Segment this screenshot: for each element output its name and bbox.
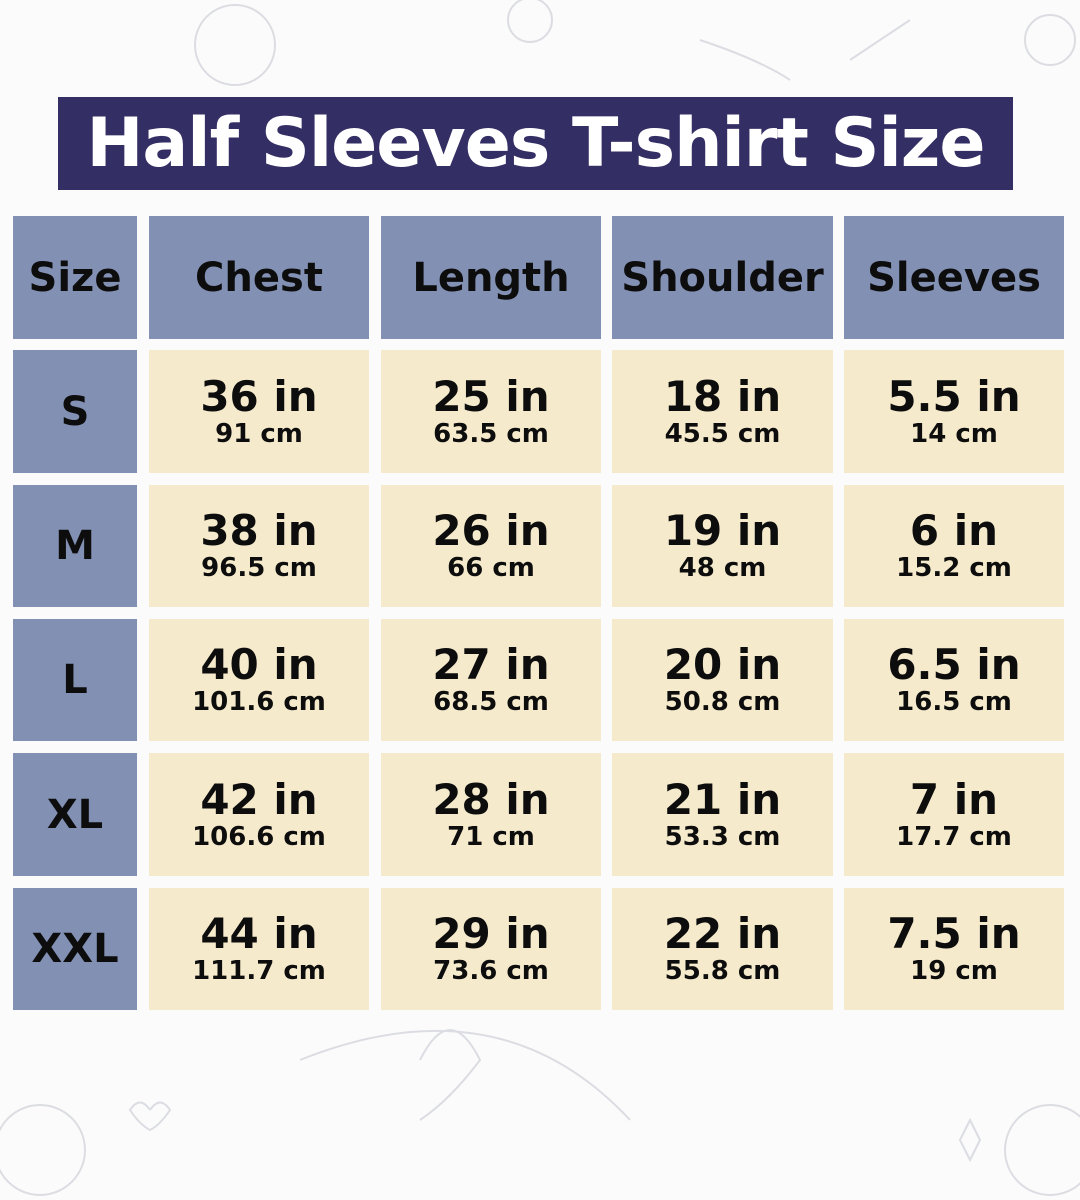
measurement-cell: 21 in 53.3 cm xyxy=(612,753,833,876)
measurement-cell: 5.5 in 14 cm xyxy=(844,350,1064,473)
column-header-size: Size xyxy=(13,216,137,339)
measurement-cell: 44 in 111.7 cm xyxy=(149,888,369,1010)
centimeters-value: 45.5 cm xyxy=(664,418,781,449)
centimeters-value: 16.5 cm xyxy=(896,687,1012,717)
measurement-cell: 20 in 50.8 cm xyxy=(612,619,833,741)
size-label-xxl: XXL xyxy=(13,888,137,1010)
centimeters-value: 111.7 cm xyxy=(192,956,326,986)
measurement-cell: 7.5 in 19 cm xyxy=(844,888,1064,1010)
measurement-cell: 18 in 45.5 cm xyxy=(612,350,833,473)
measurement-cell: 36 in 91 cm xyxy=(149,350,369,473)
inches-value: 29 in xyxy=(432,909,550,958)
measurement-cell: 7 in 17.7 cm xyxy=(844,753,1064,876)
centimeters-value: 17.7 cm xyxy=(896,821,1012,852)
inches-value: 25 in xyxy=(432,371,550,421)
inches-value: 26 in xyxy=(432,506,550,555)
inches-value: 6 in xyxy=(909,506,999,555)
size-label-l: L xyxy=(13,619,137,741)
inches-value: 20 in xyxy=(663,640,782,689)
column-header-chest: Chest xyxy=(149,216,369,339)
measurement-cell: 6.5 in 16.5 cm xyxy=(844,619,1064,741)
inches-value: 6.5 in xyxy=(887,640,1021,689)
measurement-cell: 6 in 15.2 cm xyxy=(844,485,1064,607)
column-header-length: Length xyxy=(381,216,601,339)
centimeters-value: 66 cm xyxy=(447,553,535,583)
inches-value: 5.5 in xyxy=(887,371,1021,421)
inches-value: 19 in xyxy=(663,506,782,555)
inches-value: 42 in xyxy=(200,774,318,824)
inches-value: 44 in xyxy=(200,909,318,958)
inches-value: 7 in xyxy=(909,774,999,824)
measurement-cell: 42 in 106.6 cm xyxy=(149,753,369,876)
size-label-xl: XL xyxy=(13,753,137,876)
inches-value: 38 in xyxy=(200,506,318,555)
centimeters-value: 53.3 cm xyxy=(664,821,781,852)
centimeters-value: 63.5 cm xyxy=(433,418,549,449)
centimeters-value: 55.8 cm xyxy=(664,956,781,986)
inches-value: 36 in xyxy=(200,371,318,421)
centimeters-value: 48 cm xyxy=(678,553,767,583)
centimeters-value: 71 cm xyxy=(447,821,535,852)
centimeters-value: 50.8 cm xyxy=(664,687,781,717)
inches-value: 7.5 in xyxy=(887,909,1021,958)
centimeters-value: 68.5 cm xyxy=(433,687,549,717)
centimeters-value: 91 cm xyxy=(215,418,303,449)
inches-value: 18 in xyxy=(663,371,782,421)
measurement-cell: 40 in 101.6 cm xyxy=(149,619,369,741)
inches-value: 28 in xyxy=(432,774,550,824)
size-label-m: M xyxy=(13,485,137,607)
centimeters-value: 101.6 cm xyxy=(192,687,326,717)
measurement-cell: 25 in 63.5 cm xyxy=(381,350,601,473)
inches-value: 27 in xyxy=(432,640,550,689)
centimeters-value: 14 cm xyxy=(910,418,998,449)
centimeters-value: 96.5 cm xyxy=(201,553,317,583)
measurement-cell: 27 in 68.5 cm xyxy=(381,619,601,741)
centimeters-value: 15.2 cm xyxy=(896,553,1012,583)
inches-value: 22 in xyxy=(663,909,782,958)
measurement-cell: 38 in 96.5 cm xyxy=(149,485,369,607)
column-header-sleeves: Sleeves xyxy=(844,216,1064,339)
page-title: Half Sleeves T-shirt Size xyxy=(58,97,1013,190)
centimeters-value: 19 cm xyxy=(910,956,998,986)
measurement-cell: 28 in 71 cm xyxy=(381,753,601,876)
measurement-cell: 26 in 66 cm xyxy=(381,485,601,607)
inches-value: 40 in xyxy=(200,640,318,689)
measurement-cell: 19 in 48 cm xyxy=(612,485,833,607)
measurement-cell: 29 in 73.6 cm xyxy=(381,888,601,1010)
centimeters-value: 106.6 cm xyxy=(192,821,326,852)
measurement-cell: 22 in 55.8 cm xyxy=(612,888,833,1010)
column-header-shoulder: Shoulder xyxy=(612,216,833,339)
size-label-s: S xyxy=(13,350,137,473)
centimeters-value: 73.6 cm xyxy=(433,956,549,986)
inches-value: 21 in xyxy=(663,774,782,824)
